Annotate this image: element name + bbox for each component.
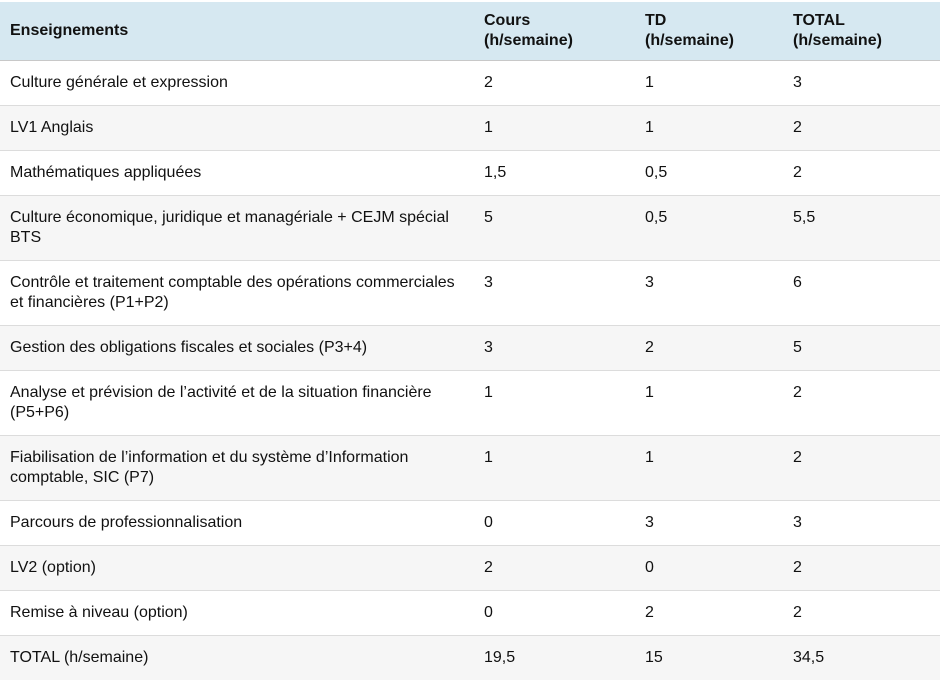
column-header-td: TD (h/semaine) bbox=[635, 2, 783, 61]
cours-cell: 0 bbox=[474, 500, 635, 546]
column-subtitle: (h/semaine) bbox=[645, 32, 734, 49]
total-cell: 2 bbox=[783, 435, 940, 501]
total-cell: 3 bbox=[793, 74, 802, 91]
td-cell: 3 bbox=[635, 260, 783, 326]
cours-cell: 3 bbox=[474, 260, 635, 326]
table-row: Remise à niveau (option) 0 2 2 bbox=[0, 590, 940, 636]
cours-cell: 1,5 bbox=[474, 150, 635, 196]
subject-cell: LV2 (option) bbox=[0, 545, 474, 591]
subject-cell: Gestion des obligations fiscales et soci… bbox=[0, 325, 474, 371]
cours-cell: 3 bbox=[474, 325, 635, 371]
table-row: Culture générale et expression 2 1 3 bbox=[0, 61, 940, 106]
subject-cell: TOTAL (h/semaine) bbox=[0, 635, 474, 680]
column-header-enseignements: Enseignements bbox=[0, 2, 474, 61]
total-cell: 2 bbox=[783, 370, 940, 436]
td-cell: 0,5 bbox=[635, 150, 783, 196]
total-cell: 5,5 bbox=[783, 195, 940, 261]
column-header-total: TOTAL (h/semaine) bbox=[783, 2, 940, 61]
total-cell: 2 bbox=[783, 545, 940, 591]
subject-cell: Analyse et prévision de l’activité et de… bbox=[0, 370, 474, 436]
total-cell: 34,5 bbox=[783, 635, 940, 680]
table-row: Fiabilisation de l’information et du sys… bbox=[0, 435, 940, 501]
td-cell: 3 bbox=[635, 500, 783, 546]
td-cell: 15 bbox=[635, 635, 783, 680]
td-cell: 2 bbox=[635, 590, 783, 636]
cours-cell: 0 bbox=[474, 590, 635, 636]
table-row: Analyse et prévision de l’activité et de… bbox=[0, 370, 940, 436]
header-row: Enseignements Cours (h/semaine) TD (h/se… bbox=[0, 2, 940, 61]
table-row: Culture économique, juridique et managér… bbox=[0, 195, 940, 261]
cours-cell: 1 bbox=[474, 370, 635, 436]
table-header: Enseignements Cours (h/semaine) TD (h/se… bbox=[0, 2, 940, 61]
table-row: LV2 (option) 2 0 2 bbox=[0, 545, 940, 591]
subject-cell: Remise à niveau (option) bbox=[0, 590, 474, 636]
cours-cell: 5 bbox=[474, 195, 635, 261]
column-subtitle: (h/semaine) bbox=[793, 32, 882, 49]
table-row: Gestion des obligations fiscales et soci… bbox=[0, 325, 940, 371]
column-title: Cours bbox=[484, 12, 531, 29]
total-cell: 2 bbox=[783, 590, 940, 636]
subject-cell: Culture économique, juridique et managér… bbox=[0, 195, 474, 261]
subject-cell: LV1 Anglais bbox=[0, 105, 474, 151]
td-cell: 1 bbox=[645, 74, 654, 91]
table-row-total: TOTAL (h/semaine) 19,5 15 34,5 bbox=[0, 635, 940, 680]
td-cell: 1 bbox=[635, 370, 783, 436]
total-cell: 6 bbox=[783, 260, 940, 326]
column-subtitle: (h/semaine) bbox=[484, 32, 573, 49]
hours-table: Enseignements Cours (h/semaine) TD (h/se… bbox=[0, 2, 940, 680]
td-cell: 0 bbox=[635, 545, 783, 591]
column-header-cours: Cours (h/semaine) bbox=[474, 2, 635, 61]
column-title: TOTAL bbox=[793, 12, 845, 29]
cours-cell: 2 bbox=[474, 545, 635, 591]
subject-cell: Culture générale et expression bbox=[10, 74, 228, 91]
subject-cell: Mathématiques appliquées bbox=[0, 150, 474, 196]
total-cell: 2 bbox=[783, 150, 940, 196]
td-cell: 1 bbox=[635, 435, 783, 501]
table-row: Parcours de professionnalisation 0 3 3 bbox=[0, 500, 940, 546]
subject-cell: Parcours de professionnalisation bbox=[0, 500, 474, 546]
cours-cell: 1 bbox=[474, 435, 635, 501]
cours-cell: 1 bbox=[474, 105, 635, 151]
total-cell: 3 bbox=[783, 500, 940, 546]
subject-cell: Contrôle et traitement comptable des opé… bbox=[0, 260, 474, 326]
column-title: Enseignements bbox=[10, 22, 129, 39]
td-cell: 1 bbox=[635, 105, 783, 151]
cours-cell: 19,5 bbox=[474, 635, 635, 680]
subject-cell: Fiabilisation de l’information et du sys… bbox=[0, 435, 474, 501]
td-cell: 0,5 bbox=[635, 195, 783, 261]
td-cell: 2 bbox=[635, 325, 783, 371]
table-row: Mathématiques appliquées 1,5 0,5 2 bbox=[0, 150, 940, 196]
column-title: TD bbox=[645, 12, 667, 29]
table-body: Culture générale et expression 2 1 3 LV1… bbox=[0, 61, 940, 680]
cours-cell: 2 bbox=[484, 74, 493, 91]
table-row: LV1 Anglais 1 1 2 bbox=[0, 105, 940, 151]
total-cell: 2 bbox=[783, 105, 940, 151]
table-row: Contrôle et traitement comptable des opé… bbox=[0, 260, 940, 326]
total-cell: 5 bbox=[783, 325, 940, 371]
